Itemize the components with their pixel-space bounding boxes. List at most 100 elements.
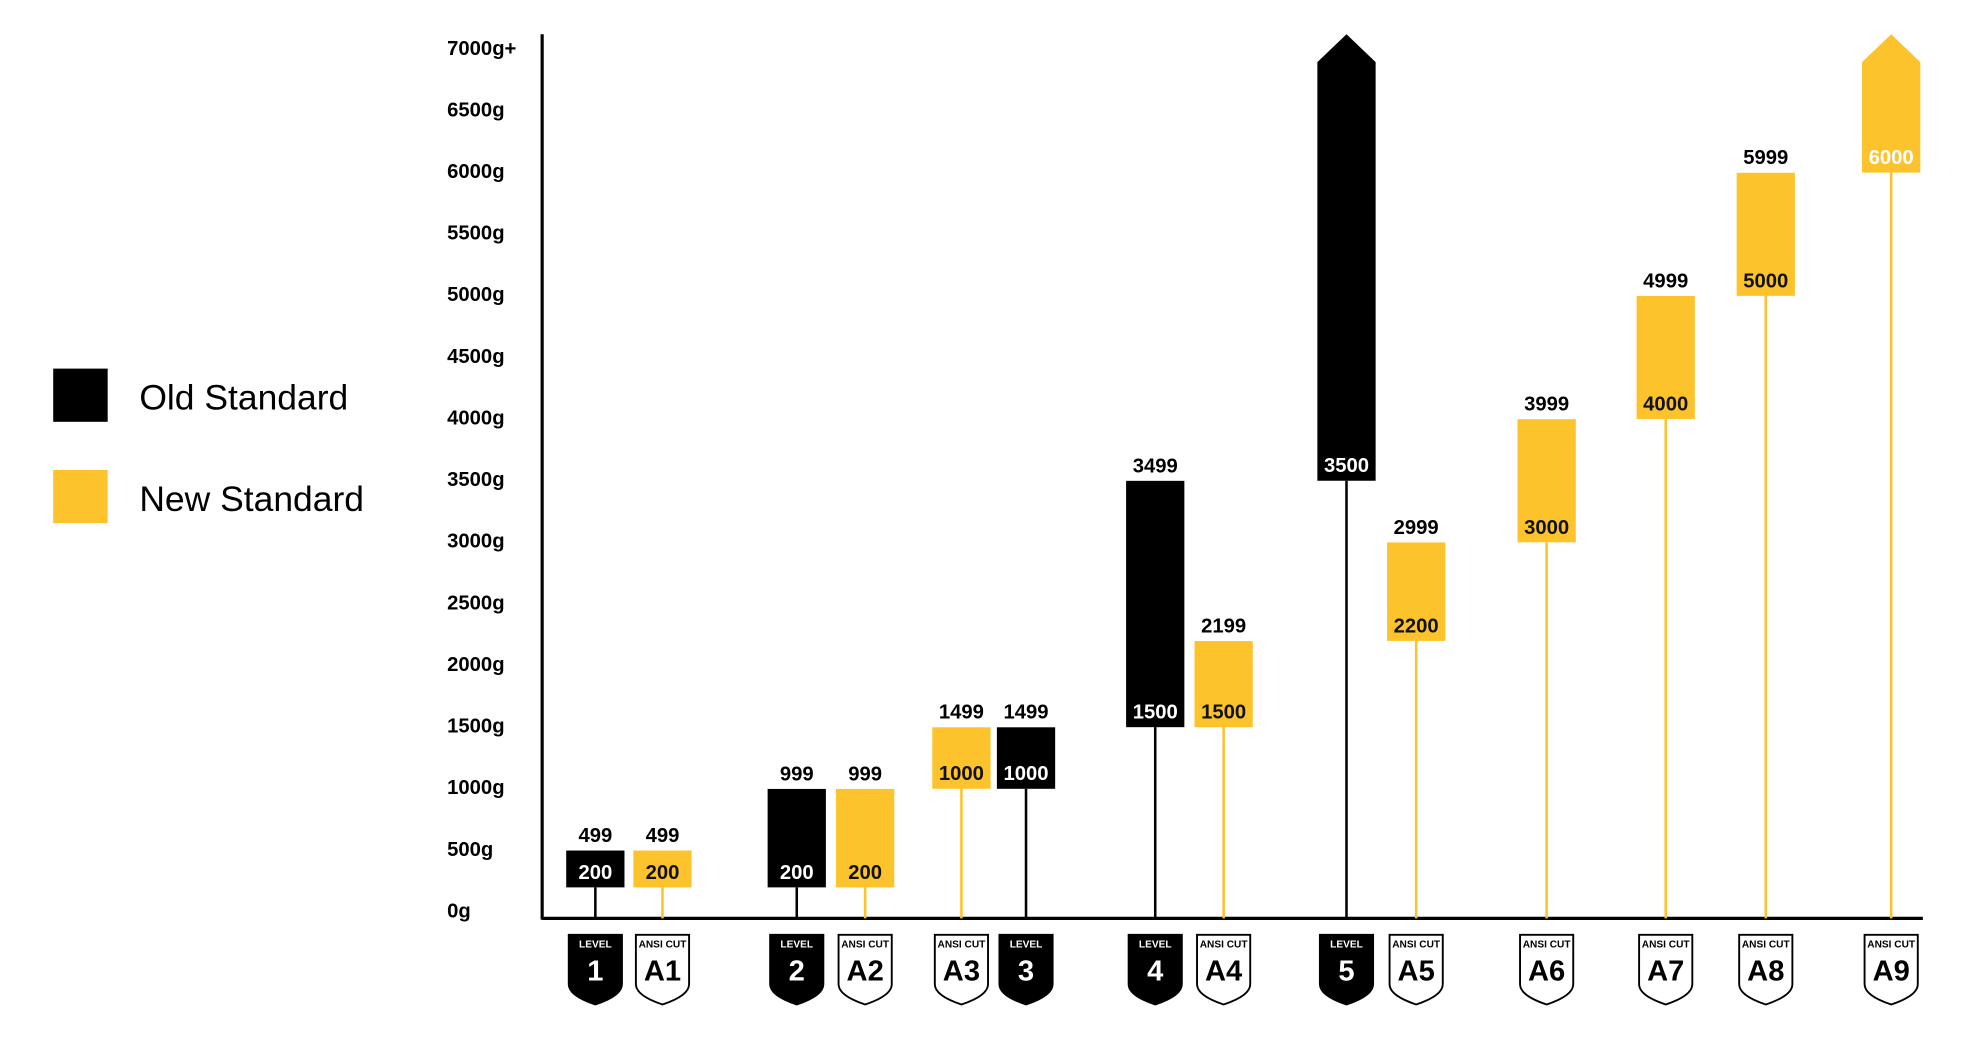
low-label: 5000 (1743, 270, 1788, 292)
category-badge: ANSI CUT A6 (1519, 933, 1575, 1006)
low-label: 200 (646, 862, 680, 884)
badge-shield (998, 933, 1054, 1006)
x-tick-label: A1 (644, 956, 681, 988)
high-label: 1499 (1003, 702, 1048, 724)
low-label: 1500 (1133, 702, 1178, 724)
badge-shield (837, 933, 893, 1006)
category-badge: ANSI CUT A2 (837, 933, 893, 1006)
low-label: 1000 (1003, 763, 1048, 785)
y-tick-label: 5500g (447, 223, 504, 245)
badge-header: LEVEL (1010, 940, 1043, 951)
low-label: 1500 (1201, 702, 1246, 724)
y-tick-label: 5000g (447, 284, 504, 306)
high-label: 499 (646, 825, 680, 847)
range-bar (1194, 641, 1253, 728)
badge-header: ANSI CUT (938, 940, 987, 951)
badge-header: LEVEL (1330, 940, 1363, 951)
badge-header: ANSI CUT (639, 940, 688, 951)
y-tick-label: 3000g (447, 531, 504, 553)
badge-header: LEVEL (579, 940, 612, 951)
high-label: 2199 (1201, 615, 1246, 637)
badge-shield (1388, 933, 1444, 1006)
x-tick-label: 2 (789, 956, 805, 988)
high-label: 999 (780, 763, 814, 785)
badge-header: ANSI CUT (1642, 940, 1691, 951)
badge-shield (1127, 933, 1183, 1006)
x-tick-label: 5 (1338, 956, 1354, 988)
range-bar (1517, 419, 1576, 543)
low-label: 2200 (1394, 615, 1439, 637)
y-tick-label: 6000g (447, 161, 504, 183)
legend-label: New Standard (139, 479, 364, 519)
category-badge: LEVEL 3 (998, 933, 1054, 1006)
y-tick-label: 1500g (447, 716, 504, 738)
y-tick-label: 2500g (447, 592, 504, 614)
badge-shield (1196, 933, 1252, 1006)
x-tick-label: 4 (1147, 956, 1164, 988)
legend-label: Old Standard (139, 378, 348, 418)
x-tick-label: A5 (1398, 956, 1435, 988)
y-tick-label: 7000g+ (447, 38, 516, 60)
x-tick-label: A2 (847, 956, 884, 988)
y-tick-label: 2000g (447, 654, 504, 676)
range-bar (932, 727, 991, 789)
range-bar (1636, 295, 1695, 420)
y-tick-label: 3500g (447, 469, 504, 491)
badge-shield (567, 933, 623, 1006)
badge-header: LEVEL (1139, 940, 1172, 951)
category-badge: LEVEL 1 (567, 933, 623, 1006)
high-label: 3999 (1524, 394, 1569, 416)
range-bar (566, 850, 625, 888)
badge-header: ANSI CUT (1867, 940, 1916, 951)
high-label: 5999 (1743, 147, 1788, 169)
high-label: 999 (848, 763, 882, 785)
badge-header: LEVEL (780, 940, 813, 951)
range-bar (836, 788, 895, 888)
category-badge: LEVEL 2 (769, 933, 825, 1006)
category-badge: ANSI CUT A1 (634, 933, 691, 1006)
low-label: 6000 (1869, 147, 1914, 169)
badge-header: ANSI CUT (1392, 940, 1441, 951)
badge-header: ANSI CUT (1523, 940, 1572, 951)
x-tick-label: A9 (1873, 956, 1910, 988)
category-badge: ANSI CUT A5 (1388, 933, 1444, 1006)
y-tick-label: 4000g (447, 407, 504, 429)
range-bar (1736, 172, 1795, 296)
badge-header: ANSI CUT (1742, 940, 1791, 951)
plot: 0g 500g 1000g 1500g 2000g 2500g 3000g 3500g 4000… (53, 34, 1923, 1006)
badge-header: ANSI CUT (841, 940, 890, 951)
x-tick-label: A6 (1528, 956, 1565, 988)
category-badge: ANSI CUT A9 (1863, 933, 1919, 1006)
x-tick-label: A7 (1647, 956, 1684, 988)
low-label: 1000 (939, 763, 984, 785)
badge-shield (769, 933, 825, 1006)
high-label: 3499 (1133, 455, 1178, 477)
low-label: 3000 (1524, 517, 1569, 539)
badge-header: ANSI CUT (1200, 940, 1249, 951)
high-label: 499 (578, 825, 612, 847)
range-bar (996, 727, 1056, 789)
open-range-bar (1317, 34, 1376, 481)
legend-swatch (53, 368, 108, 422)
low-label: 4000 (1643, 394, 1688, 416)
low-label: 200 (578, 862, 612, 884)
badge-shield (1863, 933, 1919, 1006)
badge-shield (933, 933, 989, 1006)
range-bar (1126, 480, 1185, 728)
category-badge: ANSI CUT A7 (1638, 933, 1694, 1006)
high-label: 4999 (1643, 270, 1688, 292)
low-label: 200 (780, 862, 814, 884)
badge-shield (1318, 933, 1375, 1006)
y-tick-label: 4500g (447, 346, 504, 368)
open-range-bar (1862, 34, 1921, 173)
range-bar (1387, 542, 1446, 641)
legend-swatch (53, 469, 108, 524)
category-badge: ANSI CUT A4 (1196, 933, 1252, 1006)
range-bar (633, 850, 692, 888)
x-tick-label: 3 (1018, 956, 1034, 988)
category-badge: LEVEL 5 (1318, 933, 1375, 1006)
high-label: 1499 (939, 702, 984, 724)
y-tick-label: 500g (447, 839, 493, 861)
